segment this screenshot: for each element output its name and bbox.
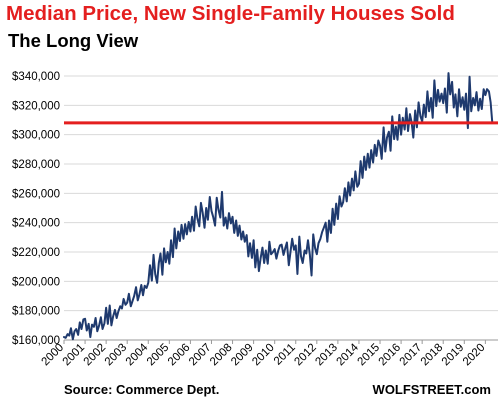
- y-axis: $160,000 $180,000 $200,000 $220,000 $240,000…: [12, 71, 60, 347]
- x-tick-label: 2011: [272, 342, 298, 368]
- x-tick-label: 2016: [377, 342, 404, 369]
- brand-logo-text: WOLFSTREET.com: [372, 382, 491, 397]
- x-tick-label: 2005: [145, 342, 172, 369]
- x-tick-label: 2015: [356, 342, 383, 369]
- y-tick-label: $260,000: [12, 188, 60, 200]
- y-tick-label: $300,000: [12, 130, 60, 142]
- x-tick-label: 2014: [334, 341, 361, 368]
- x-tick-label: 2003: [103, 342, 130, 369]
- x-tick-label: 2004: [124, 341, 151, 368]
- y-tick-label: $240,000: [12, 218, 60, 230]
- x-tick-label: 2009: [229, 342, 256, 369]
- x-tick-label: 2020: [461, 342, 488, 369]
- x-tick-label: 2018: [419, 342, 446, 369]
- source-note: Source: Commerce Dept.: [64, 382, 220, 397]
- y-tick-label: $200,000: [12, 276, 60, 288]
- x-tick-label: 2006: [166, 342, 193, 369]
- x-tick-label: 2013: [313, 342, 340, 369]
- x-tick-label: 2017: [398, 342, 425, 369]
- x-tick-label: 2008: [208, 342, 235, 369]
- y-tick-label: $280,000: [12, 159, 60, 171]
- gridlines: [64, 75, 498, 341]
- x-tick-label: 2007: [187, 342, 214, 369]
- x-tick-label: 2019: [440, 342, 467, 369]
- y-tick-label: $340,000: [12, 71, 60, 83]
- series-group: [63, 72, 494, 341]
- x-tick-label: 2001: [61, 342, 88, 369]
- x-tick-label: 2012: [292, 342, 319, 369]
- y-tick-label: $180,000: [12, 306, 60, 318]
- chart-title: Median Price, New Single-Family Houses S…: [6, 2, 455, 25]
- series-line: [63, 72, 494, 341]
- y-tick-label: $160,000: [12, 335, 60, 347]
- y-tick-label: $320,000: [12, 100, 60, 112]
- x-tick-label: 2002: [82, 342, 109, 369]
- x-axis: 2000200120022003200420052006200720082009…: [40, 339, 498, 369]
- chart-subtitle: The Long View: [8, 30, 139, 51]
- x-tick-label: 2010: [250, 342, 277, 369]
- y-tick-label: $220,000: [12, 247, 60, 259]
